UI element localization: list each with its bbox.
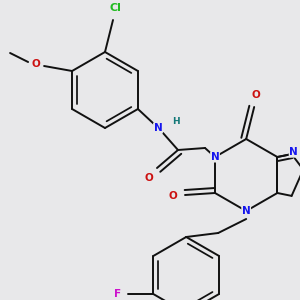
Text: O: O xyxy=(252,90,261,100)
Text: F: F xyxy=(114,289,121,299)
Text: N: N xyxy=(211,152,219,162)
Text: Cl: Cl xyxy=(109,3,121,13)
Text: O: O xyxy=(32,59,40,69)
Text: O: O xyxy=(169,191,177,201)
Text: N: N xyxy=(289,147,298,157)
Text: H: H xyxy=(172,116,180,125)
Text: N: N xyxy=(154,123,162,133)
Text: N: N xyxy=(242,206,250,216)
Text: O: O xyxy=(145,173,153,183)
